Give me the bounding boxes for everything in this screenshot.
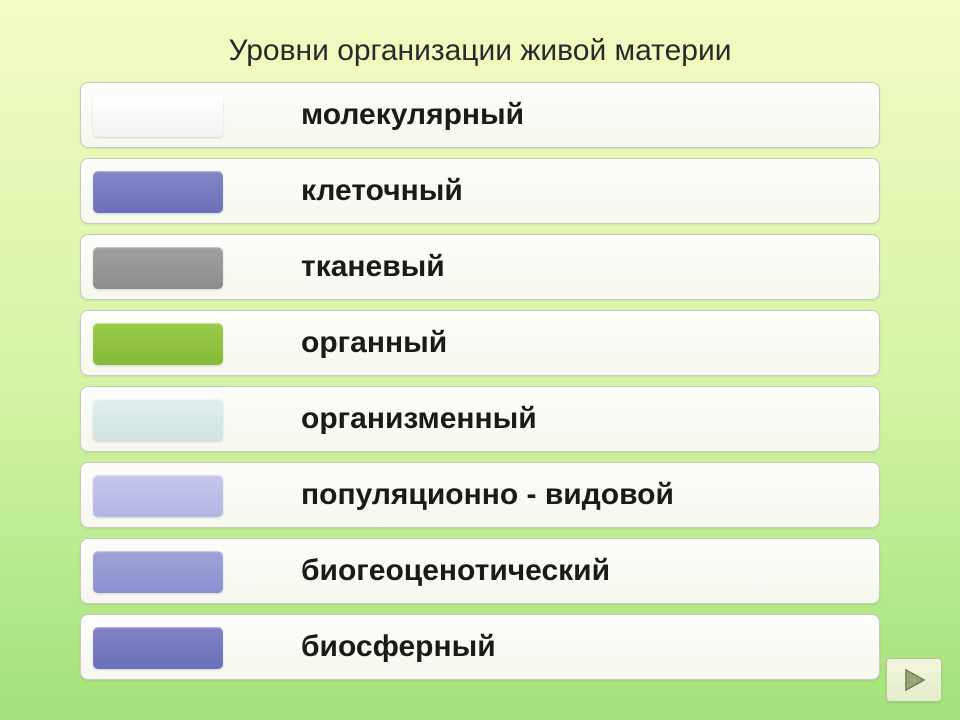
next-button[interactable] xyxy=(886,658,942,702)
list-item: организменный xyxy=(80,386,880,452)
list-item: клеточный xyxy=(80,158,880,224)
color-swatch xyxy=(93,247,223,289)
color-swatch xyxy=(93,551,223,593)
item-label: тканевый xyxy=(301,250,445,284)
page-title: Уровни организации живой материи xyxy=(0,0,960,82)
play-triangle xyxy=(906,670,924,690)
item-label: организменный xyxy=(301,402,537,436)
list-item: тканевый xyxy=(80,234,880,300)
color-swatch xyxy=(93,323,223,365)
list-item: биосферный xyxy=(80,614,880,680)
levels-list: молекулярный клеточный тканевый органный… xyxy=(80,82,880,680)
play-icon xyxy=(901,667,927,693)
list-item: популяционно - видовой xyxy=(80,462,880,528)
item-label: молекулярный xyxy=(301,98,524,132)
color-swatch xyxy=(93,95,223,137)
color-swatch xyxy=(93,475,223,517)
item-label: органный xyxy=(301,326,447,360)
item-label: популяционно - видовой xyxy=(301,478,674,512)
list-item: молекулярный xyxy=(80,82,880,148)
item-label: клеточный xyxy=(301,174,463,208)
list-item: биогеоценотический xyxy=(80,538,880,604)
item-label: биогеоценотический xyxy=(301,554,610,588)
color-swatch xyxy=(93,627,223,669)
list-item: органный xyxy=(80,310,880,376)
color-swatch xyxy=(93,171,223,213)
item-label: биосферный xyxy=(301,630,496,664)
color-swatch xyxy=(93,399,223,441)
